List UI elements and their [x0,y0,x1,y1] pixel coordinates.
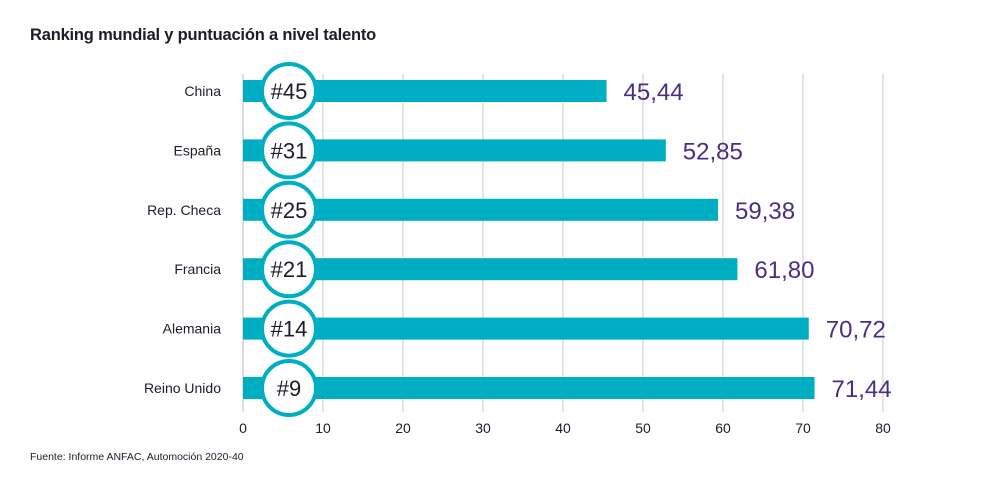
value-label: 71,44 [832,376,892,403]
rank-badge [260,62,318,120]
value-label: 45,44 [624,79,684,106]
x-tick-label: 50 [635,420,651,436]
rank-label: #21 [271,257,308,282]
source-note: Fuente: Informe ANFAC, Automoción 2020-4… [30,451,244,463]
bar [243,317,809,340]
value-label: 52,85 [683,138,743,165]
rank-badge [260,359,318,417]
bar [243,80,607,102]
bar [243,377,815,399]
x-tick-label: 40 [555,420,571,436]
x-tick-label: 0 [239,420,247,436]
rank-label: #14 [271,317,308,342]
value-label: 70,72 [826,317,886,344]
x-tick-label: 20 [395,420,411,436]
x-tick-label: 80 [875,420,891,436]
category-label: Alemania [163,321,222,337]
bar [243,139,666,162]
rank-badge [260,180,318,239]
rank-badge [260,240,318,299]
rank-badge [260,121,318,180]
rank-label: #25 [271,198,308,223]
category-label: Francia [174,261,221,277]
rank-label: #45 [271,79,308,104]
bar [243,198,719,221]
bars [243,80,815,399]
bar [243,258,738,281]
value-label: 61,80 [754,257,814,284]
rank-badge [260,299,318,358]
category-label: España [174,142,222,158]
rank-label: #31 [271,138,308,163]
category-label: Rep. Checa [147,202,221,218]
rank-label: #9 [277,376,301,401]
value-label: 59,38 [735,198,795,225]
x-tick-label: 70 [795,420,811,436]
x-tick-label: 60 [715,420,731,436]
chart-title: Ranking mundial y puntuación a nivel tal… [30,26,376,44]
category-label: China [184,83,221,99]
labels: 0 10 20 30 40 50 60 70 80 China 45,44 España 52,85 Re… [144,79,892,436]
x-tick-label: 30 [475,420,491,436]
rank-badges: #45 #31 #25 #21 #14 #9 [260,62,318,417]
grid-lines [242,74,884,412]
category-label: Reino Unido [144,380,221,396]
x-tick-label: 10 [315,420,331,436]
